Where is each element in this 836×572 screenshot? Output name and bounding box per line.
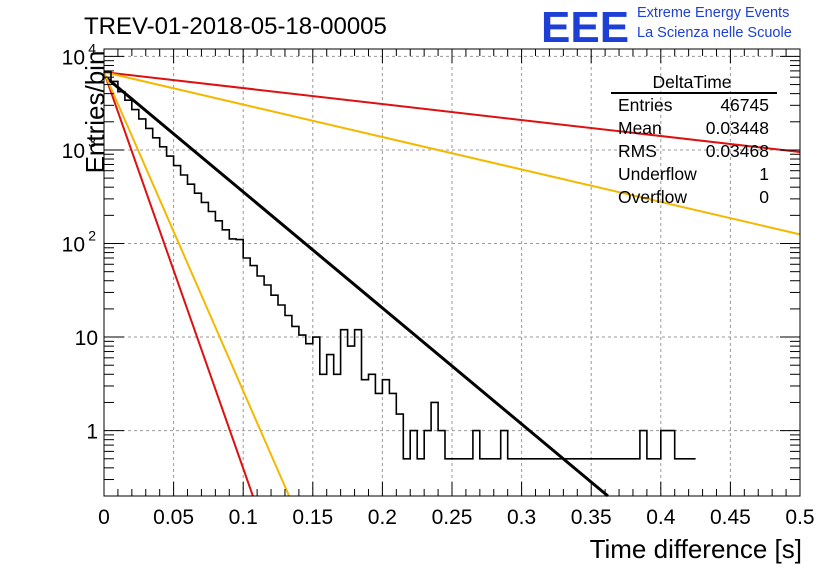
x-tick-label: 0.5 [785, 506, 814, 529]
x-tick-label: 0.1 [229, 506, 258, 529]
x-tick-label: 0.25 [432, 506, 473, 529]
x-tick-label: 0.4 [646, 506, 676, 529]
fit-curve [103, 71, 291, 497]
logo-line2: La Scienza nelle Scuole [637, 25, 792, 41]
x-tick-label: 0.3 [507, 506, 536, 529]
histogram-outline [104, 71, 696, 460]
x-tick-label: 0.45 [710, 506, 751, 529]
stats-row-value: 46745 [720, 95, 769, 115]
stats-row-label: RMS [618, 141, 657, 161]
x-tick-label: 0.05 [153, 506, 194, 529]
fit-curve [103, 74, 609, 498]
eee-logo: EEE Extreme Energy Events La Scienza nel… [541, 3, 792, 52]
x-tick-label: 0.2 [368, 506, 397, 529]
stats-row-label: Underflow [618, 164, 697, 184]
y-tick-exponent: 4 [88, 40, 96, 56]
stats-title: DeltaTime [652, 72, 731, 92]
x-tick-label: 0 [98, 506, 110, 529]
stats-row-value: 0.03468 [706, 141, 769, 161]
y-tick-label: 1 [86, 421, 98, 444]
histogram [104, 71, 696, 460]
x-tick-label: 0.35 [571, 506, 612, 529]
stats-row-label: Mean [618, 118, 662, 138]
chart-title: TREV-01-2018-05-18-00005 [84, 13, 387, 40]
x-tick-label: 0.15 [292, 506, 333, 529]
logo-line1: Extreme Energy Events [637, 5, 789, 21]
y-axis-label: Entries/bin [80, 51, 110, 174]
fit-curve [103, 71, 801, 153]
fit-curve [103, 71, 254, 497]
y-tick-exponent: 3 [88, 134, 96, 150]
stats-row-value: 1 [759, 164, 769, 184]
logo-letters: EEE [541, 3, 629, 52]
stats-row-value: 0.03448 [706, 118, 769, 138]
axes: 0 0.05 0.1 0.15 0.2 0.25 0.3 0.35 0.4 0.45 0.51101… [62, 40, 815, 529]
y-tick-label: 10 [62, 234, 85, 257]
stats-row-label: Overflow [618, 187, 687, 207]
y-tick-label: 10 [62, 140, 85, 163]
y-tick-label: 10 [75, 327, 98, 350]
x-axis-label: Time difference [s] [590, 534, 802, 564]
fit-curves [103, 71, 801, 498]
stats-row-label: Entries [618, 95, 673, 115]
y-tick-exponent: 2 [88, 228, 96, 244]
stats-box: DeltaTime Entries 46745 Mean 0.03448 RMS 0.03… [611, 72, 777, 207]
stats-row-value: 0 [759, 187, 769, 207]
fit-curve [103, 71, 801, 236]
y-tick-label: 10 [62, 46, 85, 69]
